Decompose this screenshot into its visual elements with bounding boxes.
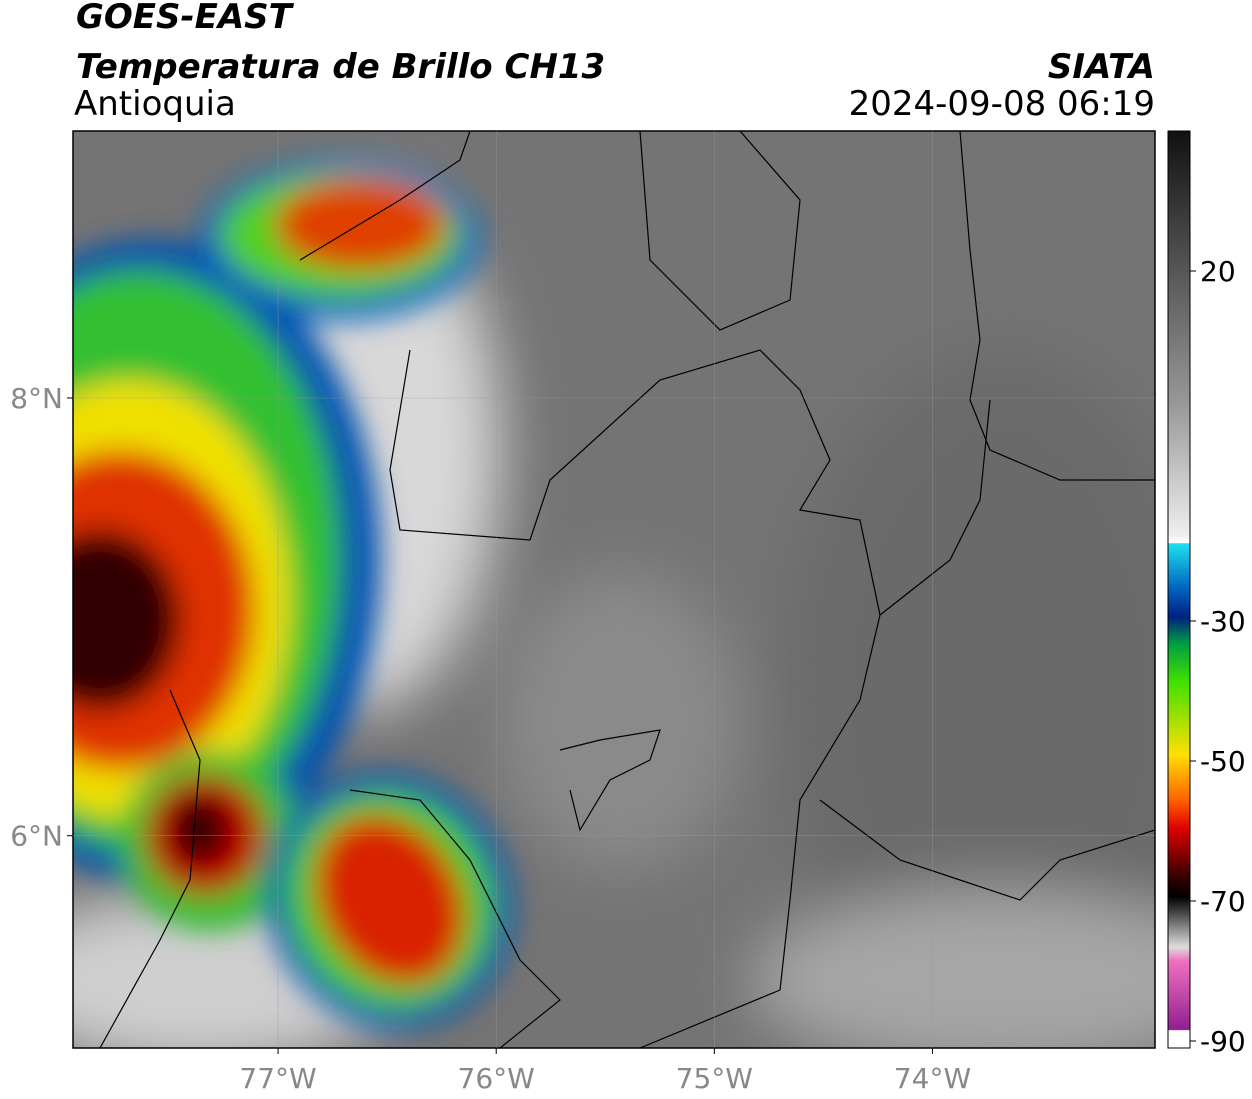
y-tick-label: 8°N <box>10 382 63 415</box>
x-tick-label: 75°W <box>676 1062 753 1095</box>
title: GOES-EAST <box>76 0 295 37</box>
map-frame <box>72 130 1156 1049</box>
subtitle: Temperatura de Brillo CH13 <box>76 47 605 87</box>
y-tick-label: 6°N <box>10 820 63 853</box>
source: SIATA <box>1048 47 1155 87</box>
x-tick-label: 77°W <box>239 1062 316 1095</box>
colorbar-tick-label: -30 <box>1200 605 1246 638</box>
satellite-image <box>73 131 1155 1048</box>
x-tick-label: 74°W <box>894 1062 971 1095</box>
colorbar <box>1167 130 1191 1049</box>
x-tick-label: 76°W <box>458 1062 535 1095</box>
datetime: 2024-09-08 06:19 <box>849 84 1155 124</box>
colorbar-tick-label: -90 <box>1200 1025 1246 1058</box>
region: Antioquia <box>74 84 236 124</box>
colorbar-tick-label: -50 <box>1200 745 1246 778</box>
colorbar-tick-label: 20 <box>1200 255 1236 288</box>
colorbar-tick-label: -70 <box>1200 885 1246 918</box>
